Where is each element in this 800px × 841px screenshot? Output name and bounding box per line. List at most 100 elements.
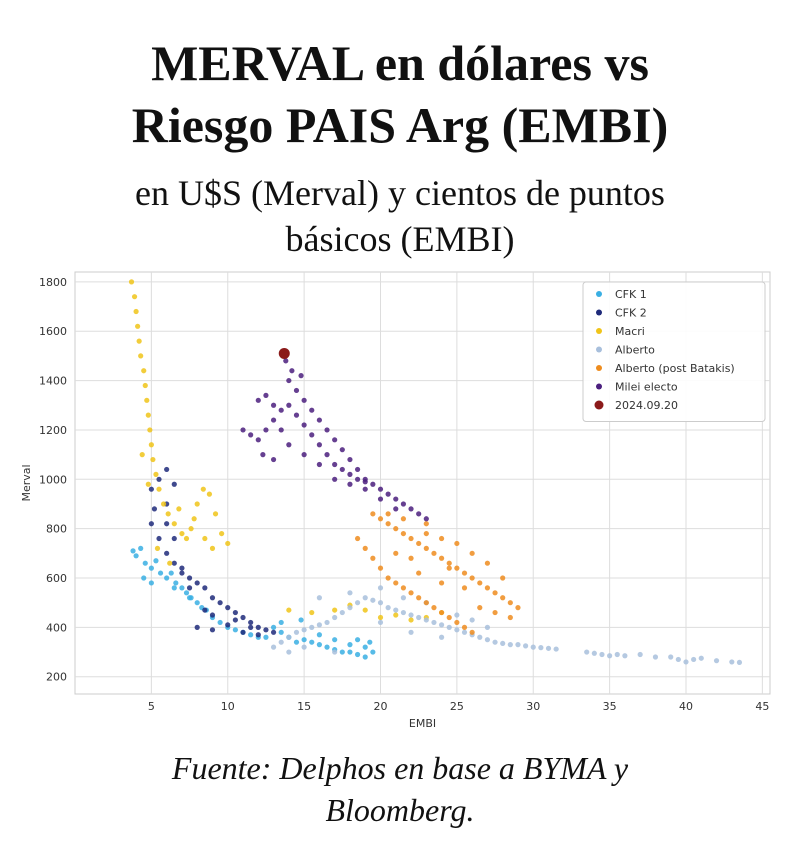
data-point (332, 607, 338, 613)
data-point (515, 605, 521, 611)
data-point (186, 585, 193, 591)
chart-subtitle-line-2: básicos (EMBI) (285, 219, 515, 259)
data-point (232, 609, 238, 616)
data-point (209, 545, 216, 551)
data-point (354, 651, 361, 658)
data-point (316, 642, 322, 648)
x-tick-label: 10 (221, 700, 235, 713)
y-tick-label: 1400 (39, 375, 67, 388)
data-point (151, 506, 158, 512)
data-point (217, 619, 223, 626)
data-point (179, 570, 185, 576)
data-point (400, 530, 407, 537)
data-point (622, 653, 628, 659)
data-point (484, 637, 491, 643)
data-point (354, 637, 361, 643)
data-point (385, 521, 391, 527)
data-point (377, 486, 384, 492)
data-point (431, 619, 437, 626)
data-point (316, 595, 322, 601)
data-point (400, 501, 407, 507)
data-point (416, 540, 422, 547)
data-point (469, 550, 475, 556)
data-point (400, 585, 407, 591)
data-point (675, 656, 681, 663)
data-point (385, 605, 391, 611)
data-point (347, 590, 353, 596)
legend-marker (596, 291, 602, 297)
data-point (416, 511, 422, 517)
data-point (240, 629, 246, 635)
data-point (347, 605, 353, 611)
data-point (301, 397, 307, 403)
data-point (171, 535, 177, 542)
data-point (316, 461, 322, 468)
data-point (298, 373, 304, 379)
data-point (477, 605, 483, 611)
data-point (668, 654, 674, 660)
data-point (354, 466, 361, 473)
x-tick-label: 45 (755, 700, 769, 713)
data-point (484, 624, 491, 630)
source-line-2: Bloomberg. (325, 792, 475, 828)
data-point (142, 560, 148, 566)
legend-marker (596, 309, 602, 316)
data-point (385, 491, 391, 497)
data-point (148, 580, 154, 586)
data-point (191, 516, 197, 522)
chart-subtitle-line-1: en U$S (Merval) y cientos de puntos (135, 173, 665, 213)
data-point (248, 632, 254, 638)
x-tick-label: 20 (373, 700, 387, 713)
data-point (145, 412, 151, 418)
data-point (438, 580, 445, 586)
data-point (370, 555, 376, 561)
data-point (212, 511, 219, 517)
y-tick-label: 400 (46, 621, 67, 634)
data-point (278, 427, 284, 433)
legend-label: CFK 1 (615, 288, 647, 301)
data-point (202, 607, 208, 613)
legend-label: 2024.09.20 (615, 399, 678, 412)
data-point (469, 575, 475, 581)
data-point (128, 279, 135, 285)
data-point (293, 412, 300, 418)
data-point (416, 570, 422, 576)
data-point (438, 609, 445, 616)
data-point (347, 649, 353, 655)
data-point (139, 452, 145, 458)
data-point (377, 619, 384, 626)
data-point (255, 437, 261, 443)
data-point (408, 612, 414, 618)
data-point (164, 521, 170, 527)
y-axis-ticks: 200 400 600 800 1000 1200 1400 1600 1800 (39, 276, 67, 684)
data-point (339, 609, 345, 616)
data-point (202, 585, 208, 591)
y-tick-label: 800 (46, 523, 67, 536)
data-point (416, 595, 422, 601)
data-point (477, 580, 483, 586)
data-point (147, 427, 153, 433)
data-point (324, 427, 330, 433)
data-point (652, 654, 659, 660)
data-point (278, 347, 290, 359)
data-point (278, 619, 284, 626)
data-point (599, 651, 605, 658)
data-point (339, 466, 345, 473)
data-point (255, 397, 261, 403)
data-point (408, 555, 414, 561)
data-point (171, 481, 177, 487)
data-point (283, 358, 289, 364)
data-point (278, 639, 284, 645)
data-point (179, 530, 185, 537)
data-point (232, 627, 238, 633)
legend-marker (594, 400, 604, 410)
data-point (362, 644, 368, 650)
data-point (301, 422, 307, 428)
data-point (332, 476, 338, 482)
data-point (194, 580, 200, 586)
data-point (136, 338, 142, 344)
data-point (248, 619, 254, 626)
data-point (393, 580, 399, 586)
legend-marker (596, 383, 602, 390)
data-point (446, 624, 452, 630)
